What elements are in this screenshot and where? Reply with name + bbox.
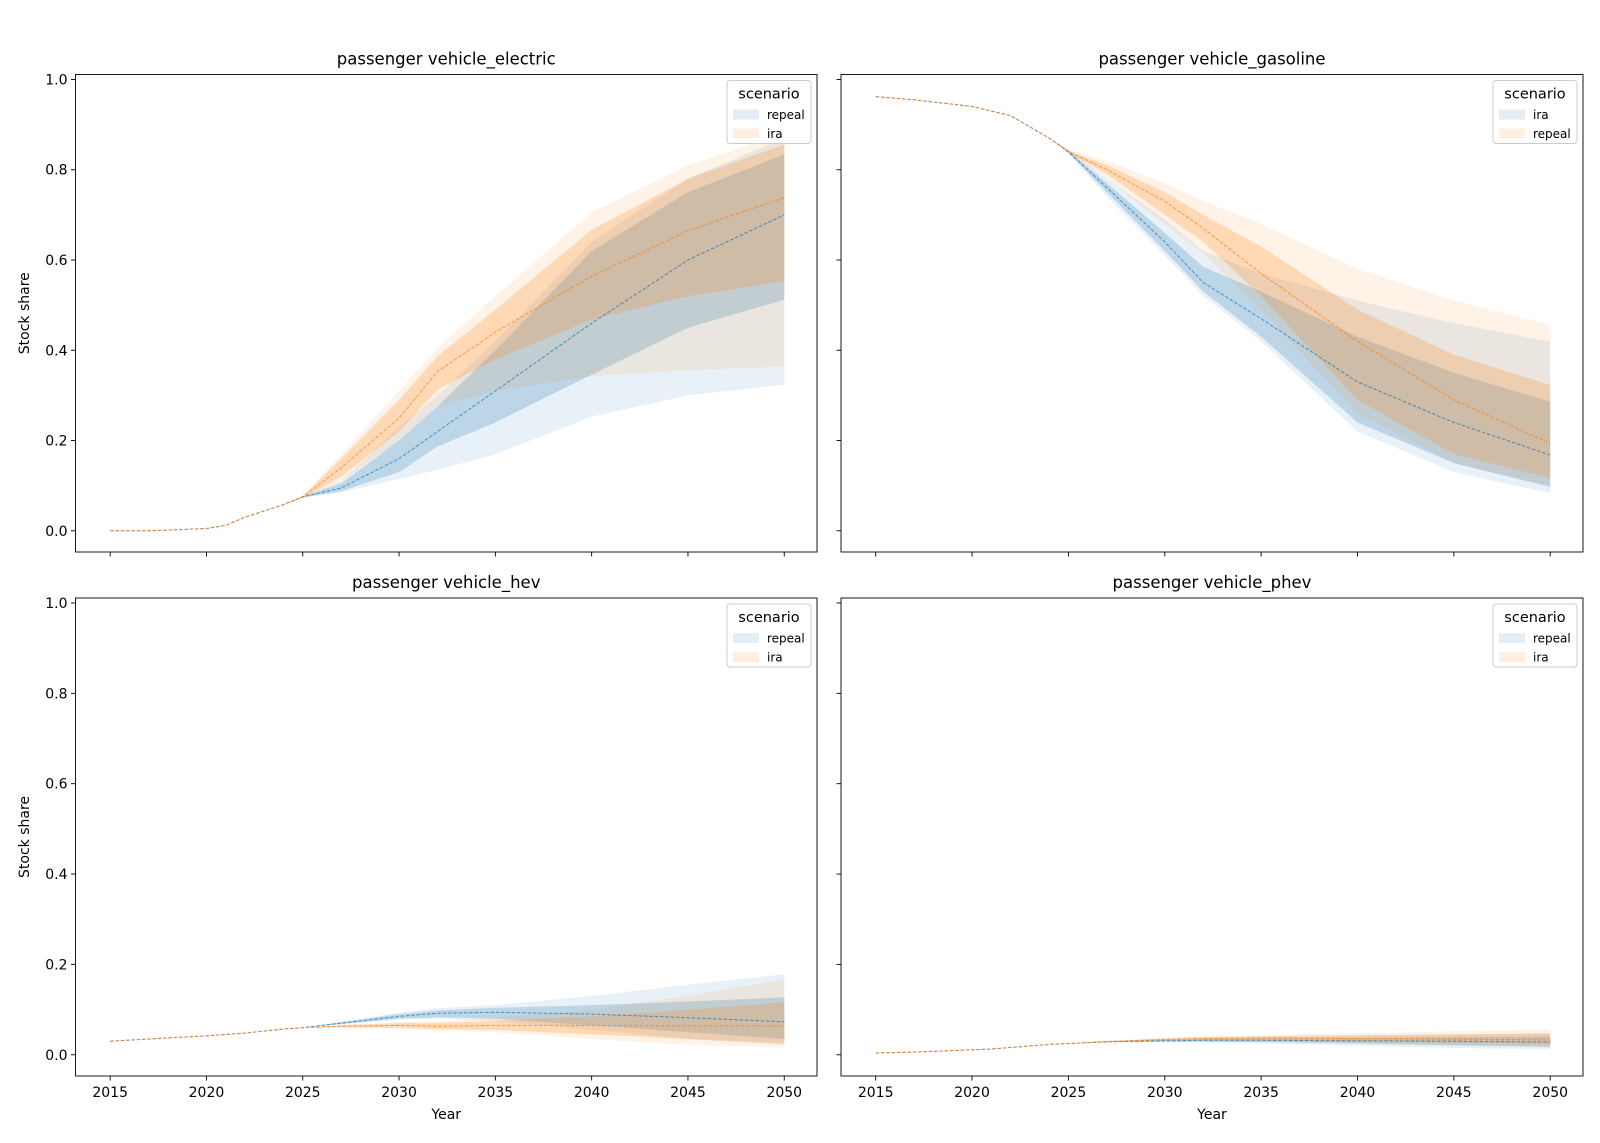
- axes-frame: [75, 74, 818, 553]
- band-inner-repeal: [110, 154, 785, 531]
- legend-swatch-repeal: [1499, 633, 1525, 643]
- y-tick-label: 0.6: [45, 253, 67, 269]
- x-tick-label: 2015: [92, 1085, 128, 1101]
- legend: scenario repeal ira: [1492, 603, 1578, 668]
- x-tick-label: 2025: [1051, 1085, 1087, 1101]
- y-axis-label: Stock share: [17, 272, 33, 354]
- legend: scenario repeal ira: [726, 80, 812, 144]
- band-inner-ira: [110, 144, 785, 531]
- band-outer-ira: [875, 96, 1551, 494]
- subplot-title: passenger vehicle_hev: [352, 573, 541, 593]
- x-axis-label: Year: [1196, 1107, 1227, 1123]
- legend-title: scenario: [738, 610, 800, 626]
- legend-swatch-repeal: [733, 109, 759, 120]
- x-tick-label: 2040: [574, 1085, 610, 1101]
- x-tick-label: 2045: [1436, 1085, 1472, 1101]
- legend-label: ira: [1533, 108, 1549, 122]
- x-tick-label: 2030: [381, 1085, 417, 1101]
- legend-swatch-ira: [1499, 652, 1525, 662]
- plot-area: [875, 1029, 1551, 1054]
- band-outer-repeal: [110, 974, 785, 1045]
- band-outer-repeal: [110, 138, 785, 531]
- y-tick-label: 0.8: [45, 163, 67, 179]
- mean-line-ira: [110, 1024, 785, 1042]
- legend-label: repeal: [767, 108, 805, 122]
- y-tick-label: 1.0: [45, 596, 67, 612]
- y-tick-label: 0.8: [45, 686, 67, 702]
- legend-title: scenario: [738, 87, 800, 103]
- legend-swatch-ira: [733, 128, 759, 139]
- band-outer-repeal: [875, 1033, 1551, 1053]
- legend-box: [1492, 603, 1578, 668]
- x-tick-label: 2025: [285, 1085, 321, 1101]
- x-tick-label: 2020: [954, 1085, 990, 1101]
- y-tick-label: 1.0: [45, 72, 67, 88]
- band-inner-ira: [875, 96, 1551, 487]
- band-outer-ira: [110, 133, 785, 531]
- subplot-1: passenger vehicle_gasoline scenario ira rep…: [836, 50, 1584, 557]
- legend-label: repeal: [767, 632, 805, 646]
- legend-swatch-repeal: [733, 633, 759, 643]
- legend-title: scenario: [1504, 87, 1566, 103]
- x-tick-label: 2050: [766, 1085, 802, 1101]
- legend-box: [726, 80, 812, 144]
- x-axis-label: Year: [430, 1107, 461, 1123]
- y-tick-label: 0.6: [45, 777, 67, 793]
- legend: scenario repeal ira: [726, 603, 812, 668]
- legend-swatch-ira: [733, 652, 759, 662]
- band-outer-repeal: [875, 96, 1551, 486]
- x-tick-label: 2020: [189, 1085, 225, 1101]
- x-tick-label: 2015: [858, 1085, 894, 1101]
- mean-line-repeal: [110, 1011, 785, 1042]
- mean-line-ira: [875, 1037, 1551, 1054]
- legend-label: ira: [767, 127, 783, 141]
- band-inner-repeal: [110, 997, 785, 1042]
- subplot-0: 0.0 0.2 0.4 0.6 0.8 1.0 passenger vehicle_elec…: [17, 50, 818, 557]
- subplot-title: passenger vehicle_phev: [1113, 573, 1312, 593]
- y-tick-label: 0.0: [45, 524, 67, 540]
- legend: scenario ira repeal: [1492, 80, 1578, 144]
- axes-frame: [840, 597, 1584, 1077]
- x-tick-label: 2035: [478, 1085, 514, 1101]
- legend-box: [726, 603, 812, 668]
- legend-label: repeal: [1533, 632, 1571, 646]
- axes-frame: [75, 597, 818, 1077]
- x-tick-label: 2040: [1340, 1085, 1376, 1101]
- x-tick-label: 2035: [1243, 1085, 1279, 1101]
- subplot-2: 2015 2020 2025 2030 2035 2040 2045 2050 0.0 0.2 0.…: [17, 573, 818, 1123]
- axes-frame: [840, 74, 1584, 553]
- legend-swatch-repeal: [1499, 128, 1525, 139]
- x-tick-label: 2045: [670, 1085, 706, 1101]
- band-outer-ira: [110, 979, 785, 1048]
- x-tick-label: 2050: [1532, 1085, 1568, 1101]
- y-tick-label: 0.2: [45, 957, 67, 973]
- x-tick-label: 2030: [1147, 1085, 1183, 1101]
- legend-label: ira: [1533, 651, 1549, 665]
- plot-area: [110, 974, 785, 1048]
- legend-box: [1492, 80, 1578, 144]
- legend-swatch-ira: [1499, 109, 1525, 120]
- subplot-title: passenger vehicle_gasoline: [1098, 50, 1325, 70]
- subplot-title: passenger vehicle_electric: [337, 50, 556, 70]
- legend-label: ira: [767, 651, 783, 665]
- band-outer-ira: [875, 1029, 1551, 1053]
- band-inner-repeal: [875, 96, 1551, 478]
- y-tick-label: 0.2: [45, 434, 67, 450]
- y-tick-label: 0.0: [45, 1048, 67, 1064]
- mean-line-ira: [875, 96, 1551, 456]
- plot-area: [110, 133, 785, 532]
- legend-title: scenario: [1504, 610, 1566, 626]
- subplot-3: 2015 2020 2025 2030 2035 2040 2045 2050 passenge…: [836, 573, 1584, 1123]
- y-tick-label: 0.4: [45, 343, 67, 359]
- mean-line-repeal: [875, 96, 1551, 444]
- plot-area: [875, 96, 1551, 494]
- legend-label: repeal: [1533, 127, 1571, 141]
- band-inner-ira: [110, 1002, 785, 1044]
- y-axis-label: Stock share: [17, 796, 33, 878]
- y-tick-label: 0.4: [45, 867, 67, 883]
- mean-line-repeal: [110, 214, 785, 532]
